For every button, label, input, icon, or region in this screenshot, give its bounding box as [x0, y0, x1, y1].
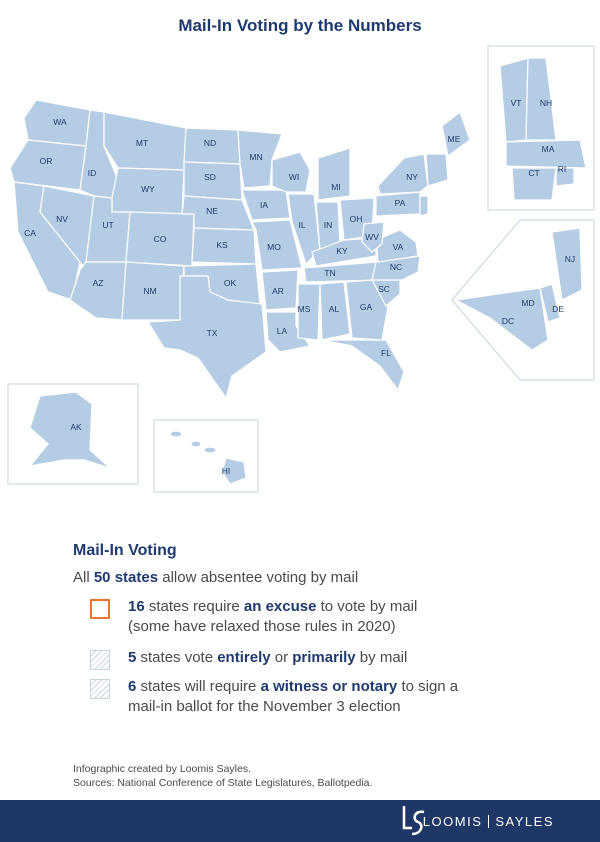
- state-label-mt: MT: [136, 138, 148, 148]
- state-label-dc: DC: [502, 316, 514, 326]
- state-label-ar: AR: [272, 286, 284, 296]
- state-label-sc: SC: [378, 284, 390, 294]
- state-label-in: IN: [324, 220, 333, 230]
- state-hi-1: [169, 430, 183, 438]
- state-al: [319, 281, 351, 341]
- state-label-al: AL: [329, 304, 340, 314]
- state-label-il: IL: [298, 220, 305, 230]
- brand-name: LOOMIS SAYLES: [422, 814, 554, 829]
- state-ga: [345, 279, 389, 341]
- state-label-mn: MN: [249, 152, 262, 162]
- state-label-ma: MA: [542, 144, 555, 154]
- state-label-tx: TX: [207, 328, 218, 338]
- state-wv: [361, 221, 385, 253]
- state-tx: [146, 275, 267, 400]
- state-label-hi: HI: [222, 466, 231, 476]
- state-md: [454, 287, 549, 351]
- all-mail-swatch: [90, 650, 110, 670]
- state-label-md: MD: [521, 298, 534, 308]
- page-title: Mail-In Voting by the Numbers: [178, 16, 422, 35]
- state-label-ga: GA: [360, 302, 373, 312]
- state-wi: [271, 151, 311, 193]
- state-label-ca: CA: [24, 228, 36, 238]
- state-label-fl: FL: [381, 348, 391, 358]
- state-label-tn: TN: [324, 268, 335, 278]
- state-label-or: OR: [40, 156, 53, 166]
- state-ma: [505, 139, 587, 169]
- state-label-ms: MS: [298, 304, 311, 314]
- state-nj-main: [419, 195, 429, 217]
- footer: LOOMIS SAYLES: [0, 800, 600, 842]
- state-label-ak: AK: [70, 422, 82, 432]
- state-label-ne: NE: [206, 206, 218, 216]
- state-ms: [297, 283, 321, 341]
- state-ar: [261, 269, 299, 311]
- state-ne-small: [425, 153, 449, 187]
- state-label-pa: PA: [395, 198, 406, 208]
- state-va: [375, 229, 419, 263]
- state-label-oh: OH: [350, 214, 363, 224]
- state-hi: [221, 457, 247, 485]
- state-label-co: CO: [154, 234, 167, 244]
- state-label-ks: KS: [216, 240, 228, 250]
- state-label-ia: IA: [260, 200, 268, 210]
- state-label-me: ME: [448, 134, 461, 144]
- state-ri: [555, 167, 575, 187]
- state-label-nc: NC: [390, 262, 402, 272]
- state-label-mi: MI: [331, 182, 340, 192]
- state-fl: [321, 339, 405, 392]
- us-map: WA OR CA ID NV MT WY UT CO AZ NM ND SD NE KS OK TX MN IA MO…: [7, 45, 595, 493]
- state-label-de: DE: [552, 304, 564, 314]
- state-ia: [241, 189, 291, 221]
- state-ct: [511, 167, 557, 201]
- state-label-wa: WA: [53, 117, 67, 127]
- legend-intro: All 50 states allow absentee voting by m…: [73, 569, 359, 586]
- state-label-ok: OK: [224, 278, 237, 288]
- state-label-sd: SD: [204, 172, 216, 182]
- state-mi: [317, 147, 351, 201]
- state-label-wi: WI: [289, 172, 299, 182]
- state-hi-3: [203, 446, 217, 454]
- state-label-nd: ND: [204, 138, 216, 148]
- state-label-nh: NH: [540, 98, 552, 108]
- witness-swatch: [90, 679, 110, 699]
- loomis-logo-icon: [402, 806, 425, 836]
- state-label-ct: CT: [528, 168, 539, 178]
- state-label-ri: RI: [558, 164, 567, 174]
- state-label-va: VA: [393, 242, 404, 252]
- state-label-az: AZ: [93, 278, 104, 288]
- legend-heading: Mail-In Voting: [73, 542, 177, 559]
- state-mo: [251, 219, 303, 271]
- state-la: [265, 311, 312, 353]
- state-de: [539, 283, 561, 323]
- state-label-nj: NJ: [565, 254, 575, 264]
- state-nh: [525, 57, 557, 141]
- state-hi-2: [190, 440, 202, 448]
- state-mn: [237, 129, 283, 189]
- state-label-ny: NY: [406, 172, 418, 182]
- excuse-swatch: [90, 599, 110, 619]
- state-label-la: LA: [277, 326, 288, 336]
- credit: Infographic created by Loomis Sayles. So…: [73, 763, 373, 789]
- state-label-mo: MO: [267, 242, 281, 252]
- state-nj: [551, 227, 583, 301]
- state-ak: [28, 391, 111, 469]
- state-label-id: ID: [88, 168, 97, 178]
- state-ny: [377, 153, 429, 195]
- state-label-vt: VT: [511, 98, 522, 108]
- state-label-wv: WV: [365, 232, 379, 242]
- state-label-nm: NM: [143, 286, 156, 296]
- state-me: [441, 111, 471, 158]
- state-label-ut: UT: [102, 220, 113, 230]
- state-label-wy: WY: [141, 184, 155, 194]
- state-label-ky: KY: [336, 246, 348, 256]
- state-label-nv: NV: [56, 214, 68, 224]
